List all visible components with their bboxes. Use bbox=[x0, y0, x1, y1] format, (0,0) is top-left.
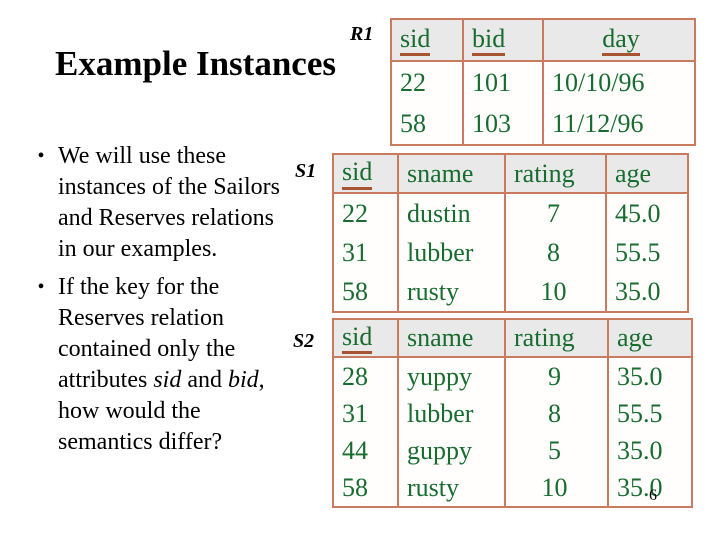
column-header-age: age bbox=[607, 319, 692, 359]
header-row: sid bid day bbox=[391, 19, 695, 62]
cell: 9 bbox=[504, 357, 608, 396]
table-row: 22 101 10/10/96 bbox=[391, 61, 695, 103]
bullet-list: • We will use these instances of the Sail… bbox=[24, 141, 280, 465]
cell: 8 bbox=[504, 395, 608, 433]
key-attribute-label: day bbox=[602, 25, 640, 57]
attribute-label: rating bbox=[514, 323, 575, 353]
key-attribute-label: bid bbox=[472, 25, 506, 57]
cell: guppy bbox=[397, 432, 505, 470]
bullet-icon: • bbox=[37, 145, 45, 167]
key-attribute-label: sid bbox=[400, 25, 431, 57]
column-header-sname: sname bbox=[397, 319, 505, 359]
cell: 58 bbox=[400, 108, 426, 138]
cell: 35.0 bbox=[605, 272, 688, 312]
relation-label-s2: S2 bbox=[293, 330, 315, 352]
cell: 31 bbox=[342, 398, 368, 428]
cell: 58 bbox=[342, 472, 368, 502]
cell: 55.5 bbox=[605, 233, 688, 272]
column-header-age: age bbox=[605, 154, 688, 194]
column-header-sid: sid bbox=[391, 19, 463, 62]
table-row: 31 lubber 8 55.5 bbox=[333, 395, 692, 433]
cell: 103 bbox=[462, 103, 543, 145]
attribute-label: age bbox=[615, 158, 652, 188]
column-header-rating: rating bbox=[504, 154, 606, 194]
relation-table-s1: sid sname rating age 22 dustin 7 45.0 31 lubber 8 5… bbox=[332, 153, 689, 313]
cell: 28 bbox=[342, 361, 368, 391]
cell: 8 bbox=[504, 233, 606, 272]
cell: lubber bbox=[397, 395, 505, 433]
bullet-item: • We will use these instances of the Sail… bbox=[24, 141, 280, 265]
attribute-label: rating bbox=[514, 158, 575, 188]
relation-grid-s1: sid sname rating age 22 dustin 7 45.0 31 lubber 8 5… bbox=[332, 153, 689, 313]
cell: 10 bbox=[504, 469, 608, 508]
column-header-day: day bbox=[542, 19, 695, 62]
bullet-text: If the key for the Reserves relation con… bbox=[58, 274, 265, 455]
header-row: sid sname rating age bbox=[333, 154, 688, 194]
cell: 22 bbox=[342, 198, 368, 228]
column-header-sname: sname bbox=[397, 154, 505, 194]
attribute-label: age bbox=[617, 323, 654, 353]
cell: 5 bbox=[504, 432, 608, 470]
cell: 35.0 bbox=[607, 469, 692, 508]
table-row: 58 103 11/12/96 bbox=[391, 103, 695, 145]
slide-title: Example Instances bbox=[55, 44, 336, 83]
relation-table-r1: sid bid day 22 101 10/10/96 58 103 11/12/96 bbox=[390, 18, 696, 146]
attribute-label: sname bbox=[407, 158, 474, 188]
cell: 45.0 bbox=[605, 193, 688, 233]
column-header-sid: sid bbox=[333, 154, 398, 194]
cell: 11/12/96 bbox=[542, 103, 695, 145]
cell: 10/10/96 bbox=[542, 61, 695, 103]
cell: 35.0 bbox=[607, 432, 692, 470]
cell: dustin bbox=[397, 193, 505, 233]
cell: yuppy bbox=[397, 357, 505, 396]
table-row: 22 dustin 7 45.0 bbox=[333, 193, 688, 233]
bullet-item: • If the key for the Reserves relation co… bbox=[24, 272, 280, 458]
relation-grid-s2: sid sname rating age 28 yuppy 9 35.0 31 lubber 8 55… bbox=[332, 318, 693, 509]
bullet-icon: • bbox=[37, 276, 45, 298]
relation-table-s2: sid sname rating age 28 yuppy 9 35.0 31 lubber 8 55… bbox=[332, 318, 693, 509]
cell: lubber bbox=[397, 233, 505, 272]
column-header-bid: bid bbox=[462, 19, 543, 62]
header-row: sid sname rating age bbox=[333, 319, 692, 359]
column-header-rating: rating bbox=[504, 319, 608, 359]
cell: 10 bbox=[504, 272, 606, 312]
table-row: 58 rusty 10 35.0 bbox=[333, 469, 692, 508]
bullet-text: We will use these instances of the Sailo… bbox=[58, 143, 280, 262]
attribute-label: sname bbox=[407, 323, 474, 353]
cell: 58 bbox=[342, 276, 368, 306]
cell: 55.5 bbox=[607, 395, 692, 433]
table-row: 58 rusty 10 35.0 bbox=[333, 272, 688, 312]
column-header-sid: sid bbox=[333, 319, 398, 359]
cell: rusty bbox=[397, 469, 505, 508]
relation-label-s1: S1 bbox=[295, 160, 317, 182]
key-attribute-label: sid bbox=[342, 323, 373, 355]
cell: 31 bbox=[342, 237, 368, 267]
relation-grid-r1: sid bid day 22 101 10/10/96 58 103 11/12/96 bbox=[390, 18, 696, 146]
table-row: 44 guppy 5 35.0 bbox=[333, 432, 692, 470]
cell: rusty bbox=[397, 272, 505, 312]
cell: 7 bbox=[504, 193, 606, 233]
key-attribute-label: sid bbox=[342, 158, 373, 190]
page-number: 6 bbox=[649, 487, 657, 504]
table-row: 31 lubber 8 55.5 bbox=[333, 233, 688, 272]
cell: 22 bbox=[400, 67, 426, 97]
cell: 101 bbox=[462, 61, 543, 103]
cell: 35.0 bbox=[607, 357, 692, 396]
table-row: 28 yuppy 9 35.0 bbox=[333, 357, 692, 396]
cell: 44 bbox=[342, 435, 368, 465]
relation-label-r1: R1 bbox=[350, 23, 374, 45]
